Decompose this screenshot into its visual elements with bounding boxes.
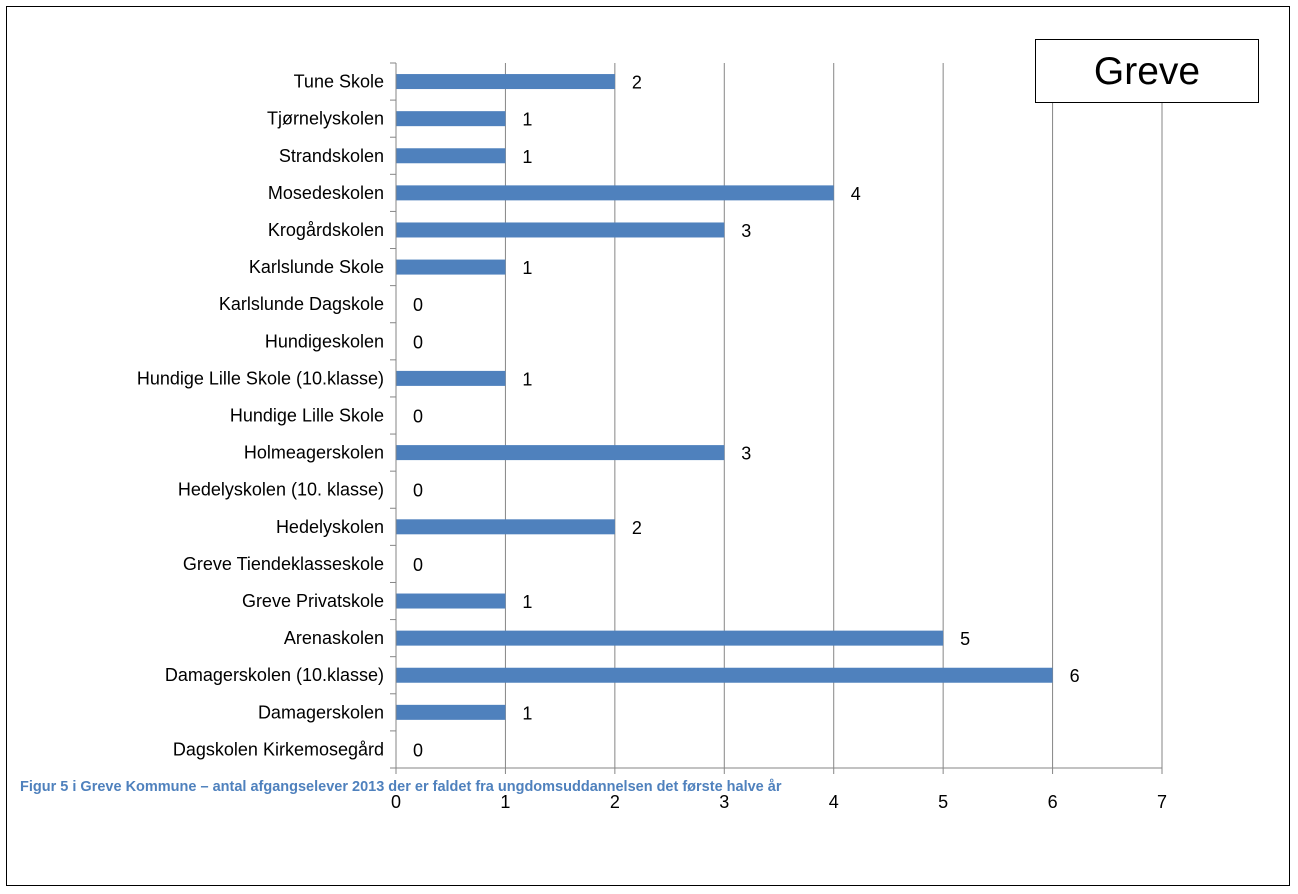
category-label: Hedelyskolen — [276, 517, 384, 537]
category-label: Damagerskolen (10.klasse) — [165, 665, 384, 685]
chart-title: Greve — [1093, 49, 1201, 93]
category-label: Greve Privatskole — [242, 591, 384, 611]
category-label: Mosedeskolen — [268, 183, 384, 203]
category-label: Holmeagerskolen — [244, 443, 384, 463]
bar — [396, 148, 506, 164]
category-label: Karlslunde Skole — [249, 257, 384, 277]
data-label: 3 — [741, 221, 751, 241]
bar — [396, 185, 834, 201]
x-tick-label: 4 — [829, 792, 839, 812]
x-tick-label: 2 — [610, 792, 620, 812]
data-label: 0 — [413, 295, 423, 315]
bar — [396, 222, 725, 238]
data-label: 1 — [522, 110, 532, 130]
data-label: 4 — [851, 184, 861, 204]
bar — [396, 74, 615, 90]
data-label: 2 — [632, 518, 642, 538]
bar — [396, 704, 506, 720]
data-label: 3 — [741, 444, 751, 464]
x-tick-label: 6 — [1048, 792, 1058, 812]
category-label: Hundigeskolen — [265, 331, 384, 351]
bar — [396, 630, 944, 646]
data-label: 1 — [522, 369, 532, 389]
bar — [396, 259, 506, 275]
category-label: Tjørnelyskolen — [267, 109, 384, 129]
data-label: 0 — [413, 555, 423, 575]
category-label: Krogårdskolen — [268, 220, 384, 240]
x-tick-label: 7 — [1157, 792, 1167, 812]
bar — [396, 667, 1053, 683]
data-label: 1 — [522, 258, 532, 278]
bar — [396, 445, 725, 461]
data-label: 2 — [632, 73, 642, 93]
category-label: Karlslunde Dagskole — [219, 294, 384, 314]
chart-title-box: Greve — [1035, 39, 1259, 103]
data-label: 6 — [1070, 666, 1080, 686]
x-tick-label: 5 — [938, 792, 948, 812]
data-label: 0 — [413, 407, 423, 427]
bar — [396, 519, 615, 535]
category-label: Hundige Lille Skole (10.klasse) — [137, 368, 384, 388]
category-label: Greve Tiendeklasseskole — [183, 554, 384, 574]
data-label: 1 — [522, 703, 532, 723]
category-label: Arenaskolen — [284, 628, 384, 648]
bar — [396, 370, 506, 386]
data-label: 1 — [522, 592, 532, 612]
data-label: 0 — [413, 740, 423, 760]
bar — [396, 111, 506, 127]
category-label: Hedelyskolen (10. klasse) — [178, 480, 384, 500]
bar — [396, 593, 506, 609]
category-label: Dagskolen Kirkemosegård — [173, 739, 384, 759]
x-tick-label: 1 — [500, 792, 510, 812]
category-label: Damagerskolen — [258, 702, 384, 722]
category-label: Hundige Lille Skole — [230, 406, 384, 426]
data-label: 1 — [522, 147, 532, 167]
bar-chart: 2 Tune Skole 1 Tjørnelyskolen 1 Strandskolen 4… — [137, 62, 1167, 812]
x-tick-label: 0 — [391, 792, 401, 812]
figure-caption: Figur 5 i Greve Kommune – antal afgangse… — [20, 779, 782, 795]
data-label: 0 — [413, 481, 423, 501]
category-label: Strandskolen — [279, 146, 384, 166]
chart-frame: 2 Tune Skole 1 Tjørnelyskolen 1 Strandskolen 4… — [6, 6, 1290, 886]
category-label: Tune Skole — [294, 72, 384, 92]
data-label: 0 — [413, 332, 423, 352]
data-label: 5 — [960, 629, 970, 649]
x-tick-label: 3 — [719, 792, 729, 812]
